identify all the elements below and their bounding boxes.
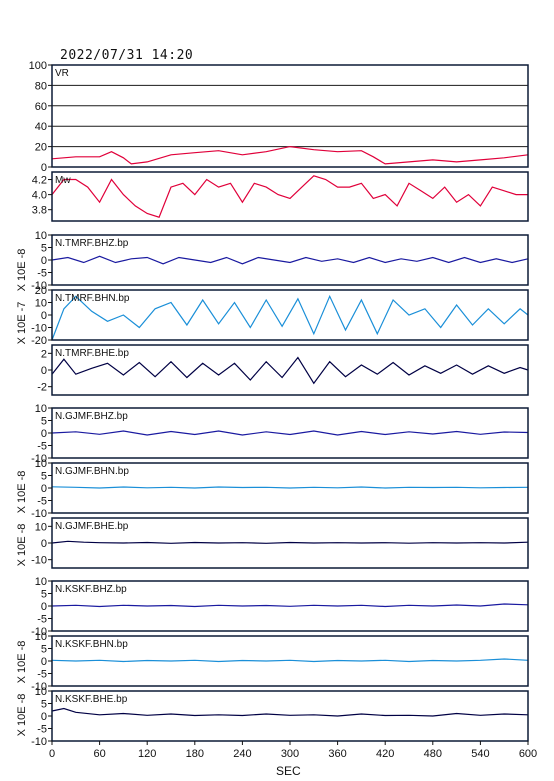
panel-frame [51, 64, 529, 168]
y-tick-label: -5 [37, 268, 47, 280]
panel-name: N.TMRF.BHN.bp [55, 293, 130, 304]
y-tick-label: 10 [35, 230, 47, 242]
y-tick-label: 0 [41, 656, 47, 668]
y-tick-label: 20 [35, 285, 47, 297]
y-tick-label: -10 [31, 453, 47, 465]
x-axis-label: SEC [276, 764, 301, 778]
panel-name: N.GJMF.BHE.bp [55, 521, 129, 532]
x-tick-label: 540 [471, 748, 489, 760]
x-tick-label: 300 [281, 748, 299, 760]
y-tick-label: 100 [29, 60, 47, 72]
trace-line-n-gjmf-bhe-bp [51, 540, 529, 544]
x-tick-label: 0 [49, 748, 55, 760]
x-tick-label: 180 [186, 748, 204, 760]
y-tick-label: 10 [35, 458, 47, 470]
x-tick-label: 240 [233, 748, 251, 760]
y-axis-unit-label: X 10E -8 [16, 641, 28, 684]
y-tick-label: -10 [31, 681, 47, 693]
panel-name: N.TMRF.BHZ.bp [55, 238, 129, 249]
panel-name: N.KSKF.BHZ.bp [55, 584, 127, 595]
y-tick-label: -10 [31, 555, 47, 567]
y-tick-label: -5 [37, 669, 47, 681]
x-tick-label: 600 [519, 748, 537, 760]
trace-line-n-gjmf-bhz-bp [51, 430, 529, 436]
y-tick-label: 3.8 [32, 205, 47, 217]
y-tick-label: 10 [35, 686, 47, 698]
panel-name: N.GJMF.BHN.bp [55, 466, 129, 477]
y-tick-label: 40 [35, 121, 47, 133]
y-tick-label: 2 [41, 348, 47, 360]
panel-name: Mw [55, 175, 71, 186]
y-tick-label: 4.0 [32, 190, 47, 202]
trace-line-n-tmrf-bhe-bp [51, 356, 529, 385]
y-tick-label: 0 [41, 428, 47, 440]
y-tick-label: -5 [37, 441, 47, 453]
panel-frame [51, 171, 529, 222]
y-axis-unit-label: X 10E -8 [16, 694, 28, 737]
timestamp-label: 2022/07/31 14:20 [60, 48, 194, 63]
y-tick-label: 0 [41, 601, 47, 613]
trace-line-n-kskf-bhe-bp [51, 707, 529, 717]
y-tick-label: 80 [35, 80, 47, 92]
y-tick-label: -5 [37, 614, 47, 626]
y-tick-label: 20 [35, 142, 47, 154]
trace-line-n-tmrf-bhn-bp [51, 294, 529, 341]
trace-line-n-gjmf-bhn-bp [51, 486, 529, 489]
y-tick-label: 0 [41, 711, 47, 723]
y-tick-label: 10 [35, 576, 47, 588]
x-tick-label: 420 [376, 748, 394, 760]
trace-line-vr [51, 145, 529, 165]
y-tick-label: 10 [35, 298, 47, 310]
y-tick-label: 0 [41, 483, 47, 495]
y-tick-label: -2 [37, 382, 47, 394]
x-tick-label: 480 [424, 748, 442, 760]
y-axis-unit-label: X 10E -8 [16, 524, 28, 567]
y-tick-label: 10 [35, 631, 47, 643]
y-tick-label: 5 [41, 644, 47, 656]
y-tick-label: -10 [31, 323, 47, 335]
y-tick-label: 5 [41, 416, 47, 428]
panel-name: N.TMRF.BHE.bp [55, 348, 129, 359]
y-tick-label: 0 [41, 538, 47, 550]
y-tick-label: 5 [41, 699, 47, 711]
y-tick-label: -10 [31, 508, 47, 520]
y-tick-label: 0 [41, 310, 47, 322]
panel-name: VR [55, 68, 69, 79]
y-axis-unit-label: X 10E -8 [16, 471, 28, 514]
y-tick-label: 10 [35, 403, 47, 415]
y-tick-label: -10 [31, 280, 47, 292]
y-tick-label: -10 [31, 736, 47, 748]
y-tick-label: -20 [31, 335, 47, 347]
y-axis-unit-label: X 10E -8 [16, 249, 28, 292]
y-tick-label: 5 [41, 589, 47, 601]
x-tick-label: 120 [138, 748, 156, 760]
x-tick-label: 360 [328, 748, 346, 760]
trace-line-n-kskf-bhz-bp [51, 603, 529, 608]
y-tick-label: 60 [35, 101, 47, 113]
y-tick-label: -5 [37, 496, 47, 508]
y-tick-label: 5 [41, 243, 47, 255]
trace-line-n-tmrf-bhz-bp [51, 255, 529, 265]
y-tick-label: 0 [41, 255, 47, 267]
y-tick-label: -5 [37, 724, 47, 736]
y-tick-label: 0 [41, 162, 47, 174]
y-axis-unit-label: X 10E -7 [16, 302, 28, 345]
x-tick-label: 60 [93, 748, 105, 760]
y-tick-label: 0 [41, 365, 47, 377]
panel-name: N.KSKF.BHE.bp [55, 694, 128, 705]
trace-line-n-kskf-bhn-bp [51, 658, 529, 663]
trace-line-mw [51, 175, 528, 218]
y-tick-label: -10 [31, 626, 47, 638]
panel-name: N.KSKF.BHN.bp [55, 639, 128, 650]
y-tick-label: 10 [35, 521, 47, 533]
panel-name: N.GJMF.BHZ.bp [55, 411, 128, 422]
y-tick-label: 4.2 [32, 175, 47, 187]
y-tick-label: 5 [41, 471, 47, 483]
